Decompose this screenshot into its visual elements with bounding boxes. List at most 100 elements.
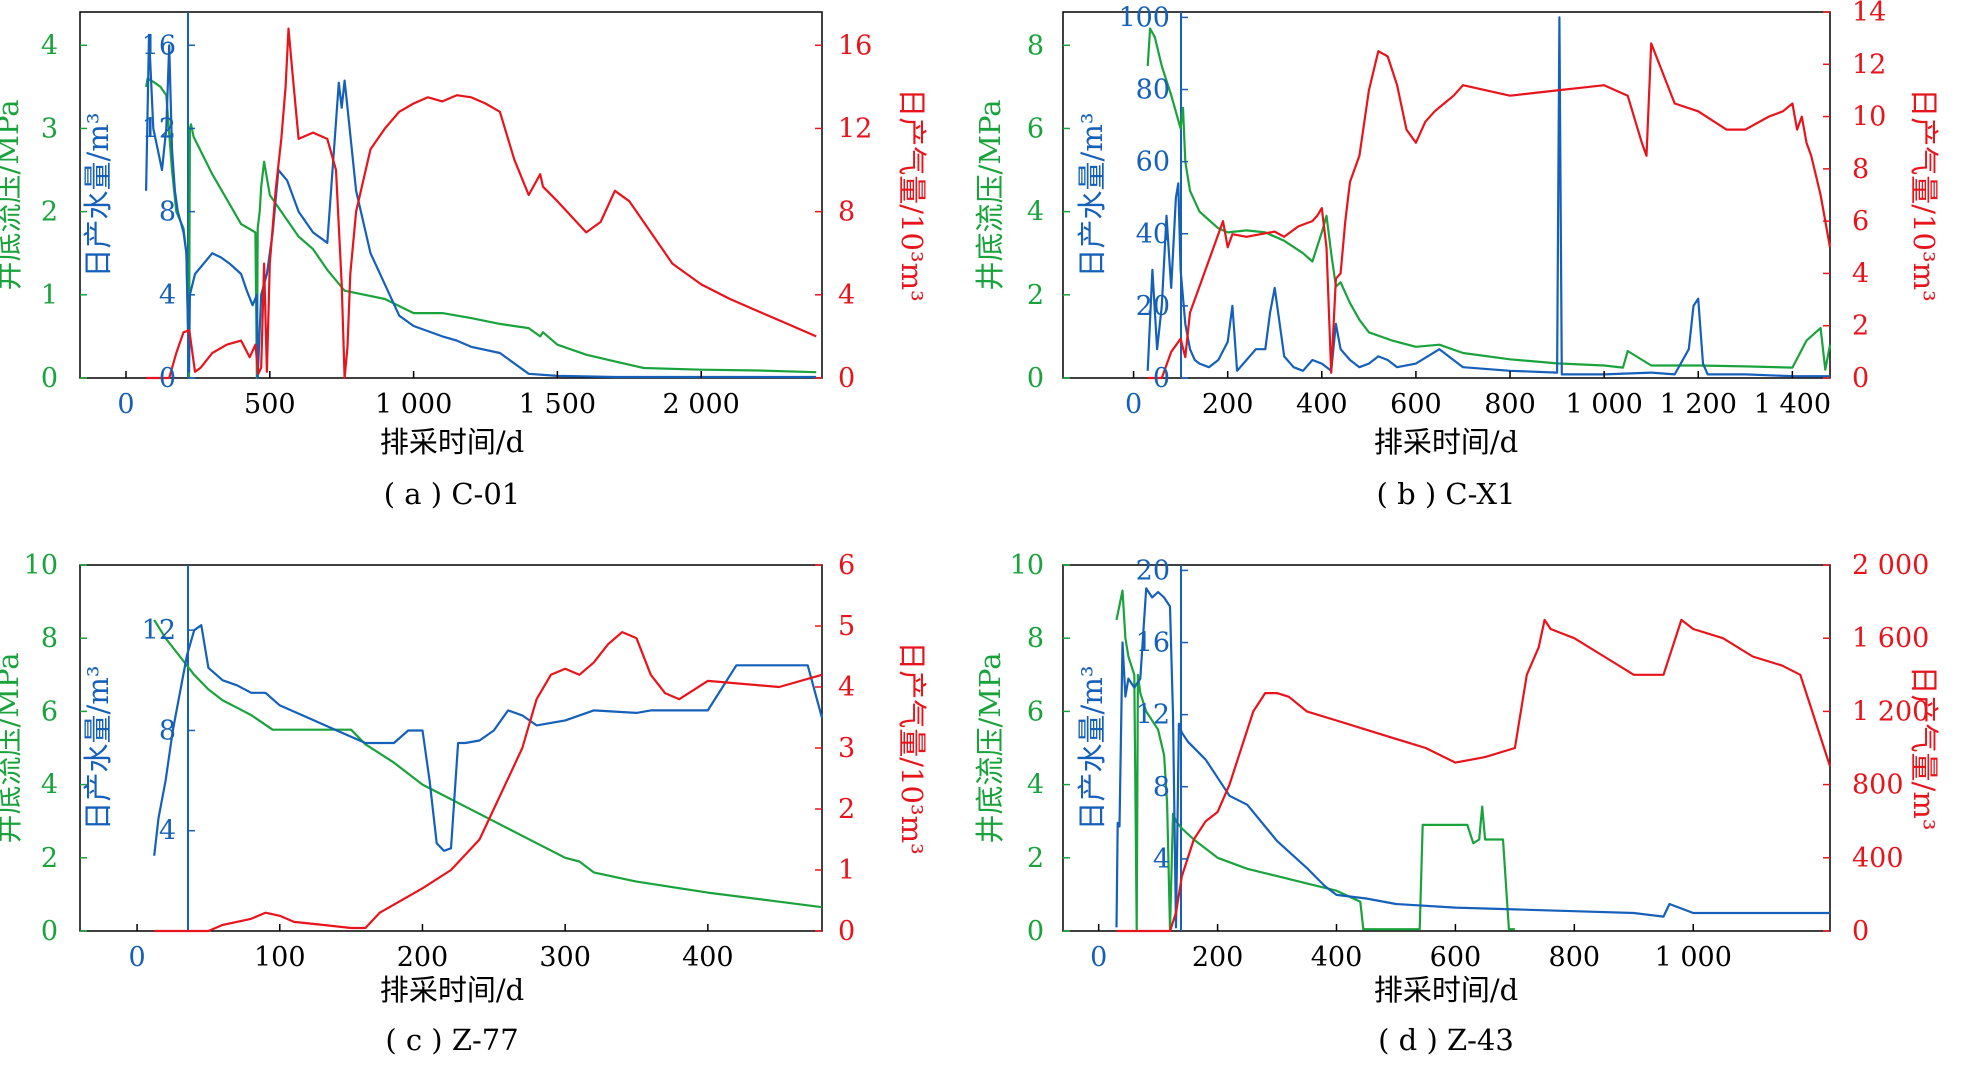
gas-tick-label: 3 <box>838 733 855 764</box>
pressure-tick-label: 10 <box>1010 550 1044 581</box>
gas-tick-label: 10 <box>1852 102 1886 133</box>
water-tick-label: 16 <box>1136 628 1170 659</box>
water-tick-label: 20 <box>1136 555 1170 586</box>
series-line-water <box>153 624 824 856</box>
x-tick-label: 1 000 <box>1655 942 1732 973</box>
x-tick-label: 1 400 <box>1754 389 1831 420</box>
gas-tick-label: 6 <box>1852 206 1869 237</box>
series-line-gas <box>1116 618 1832 933</box>
water-tick-label: 40 <box>1136 219 1170 250</box>
series-line-pressure <box>1115 589 1515 931</box>
water-tick-label: 8 <box>159 197 176 228</box>
panel-caption: ( d ) Z-43 <box>1378 1023 1514 1057</box>
series-line-water <box>145 33 817 380</box>
water-tick-label: 80 <box>1136 75 1170 106</box>
x-tick-label: 400 <box>1296 389 1348 420</box>
water-tick-label: 20 <box>1136 291 1170 322</box>
x-tick-label: 600 <box>1430 942 1482 973</box>
pressure-tick-label: 6 <box>41 696 58 727</box>
water-tick-label: 60 <box>1136 147 1170 178</box>
gas-axis-label: 日产气量/m³ <box>1907 666 1941 831</box>
water-tick-label: 12 <box>1136 700 1170 731</box>
pressure-tick-label: 0 <box>41 363 58 394</box>
x-axis-label: 排采时间/d <box>380 425 524 459</box>
x-tick-label: 200 <box>1202 389 1254 420</box>
pressure-axis-label: 井底流压/MPa <box>973 100 1007 291</box>
series-line-water <box>1115 587 1830 929</box>
pressure-tick-label: 0 <box>1027 363 1044 394</box>
x-tick-label: 0 <box>1125 389 1142 420</box>
water-tick-label: 8 <box>159 715 176 746</box>
x-tick-label: 2 000 <box>663 389 740 420</box>
chart-panel-b: 0 200 400 600 800 1 000 1 200 1 400024680204060… <box>973 0 1941 511</box>
plot-frame <box>79 564 823 932</box>
water-tick-label: 0 <box>159 363 176 394</box>
water-tick-label: 4 <box>159 280 176 311</box>
gas-tick-label: 0 <box>1852 916 1869 947</box>
x-tick-label: 300 <box>539 942 591 973</box>
gas-axis-label: 日产气量/10³m³ <box>895 88 929 301</box>
plot-frame <box>1062 564 1831 932</box>
water-tick-label: 8 <box>1153 772 1170 803</box>
gas-tick-label: 0 <box>838 916 855 947</box>
gas-tick-label: 6 <box>838 550 855 581</box>
gas-axis-label: 日产气量/10³m³ <box>1907 88 1941 301</box>
pressure-tick-label: 0 <box>41 916 58 947</box>
series-line-pressure <box>153 619 823 909</box>
water-tick-label: 4 <box>1153 844 1170 875</box>
x-tick-label: 0 <box>117 389 134 420</box>
pressure-tick-label: 4 <box>1027 197 1044 228</box>
gas-tick-label: 2 000 <box>1852 550 1929 581</box>
pressure-tick-label: 1 <box>41 280 58 311</box>
panel-caption: ( a ) C-01 <box>384 477 520 511</box>
x-tick-label: 1 500 <box>519 389 596 420</box>
pressure-axis-label: 井底流压/MPa <box>0 653 25 844</box>
pressure-tick-label: 3 <box>41 113 58 144</box>
series-line-gas <box>154 630 823 933</box>
water-tick-label: 16 <box>142 30 176 61</box>
series-line-gas <box>1147 42 1832 380</box>
pressure-tick-label: 4 <box>41 770 58 801</box>
water-tick-label: 0 <box>1153 363 1170 394</box>
gas-tick-label: 1 600 <box>1852 623 1929 654</box>
x-tick-label: 500 <box>244 389 296 420</box>
water-axis-label: 日产水量/m³ <box>81 113 115 278</box>
series-line-pressure <box>145 77 817 380</box>
pressure-tick-label: 2 <box>41 843 58 874</box>
series-line-pressure <box>1146 27 1832 371</box>
x-tick-label: 0 <box>128 942 145 973</box>
plot-frame <box>1062 11 1831 379</box>
gas-axis-label: 日产气量/10³m³ <box>895 641 929 854</box>
gas-tick-label: 2 <box>1852 311 1869 342</box>
water-tick-label: 12 <box>142 113 176 144</box>
x-axis-label: 排采时间/d <box>1374 973 1518 1007</box>
pressure-tick-label: 8 <box>41 623 58 654</box>
gas-tick-label: 4 <box>838 672 855 703</box>
x-tick-label: 0 <box>1090 942 1107 973</box>
panel-caption: ( b ) C-X1 <box>1377 477 1516 511</box>
x-tick-label: 200 <box>397 942 449 973</box>
gas-tick-label: 800 <box>1852 770 1904 801</box>
x-tick-label: 1 000 <box>1565 389 1642 420</box>
x-tick-label: 1 200 <box>1660 389 1737 420</box>
x-axis-label: 排采时间/d <box>380 973 524 1007</box>
x-tick-label: 800 <box>1549 942 1601 973</box>
pressure-tick-label: 4 <box>1027 770 1044 801</box>
pressure-tick-label: 10 <box>24 550 58 581</box>
gas-tick-label: 5 <box>838 611 855 642</box>
x-tick-label: 800 <box>1484 389 1536 420</box>
gas-tick-label: 1 <box>838 855 855 886</box>
plot-frame <box>79 11 823 379</box>
series-line-water <box>1146 16 1830 378</box>
pressure-tick-label: 6 <box>1027 113 1044 144</box>
pressure-tick-label: 8 <box>1027 30 1044 61</box>
gas-tick-label: 4 <box>1852 258 1869 289</box>
pressure-tick-label: 0 <box>1027 916 1044 947</box>
pressure-axis-label: 井底流压/MPa <box>973 653 1007 844</box>
pressure-tick-label: 2 <box>1027 843 1044 874</box>
chart-panel-d: 0 200 400 600 800 1 0000246810481216200400800… <box>973 550 1941 1057</box>
gas-tick-label: 8 <box>1852 154 1869 185</box>
pressure-tick-label: 6 <box>1027 696 1044 727</box>
pressure-tick-label: 2 <box>41 197 58 228</box>
